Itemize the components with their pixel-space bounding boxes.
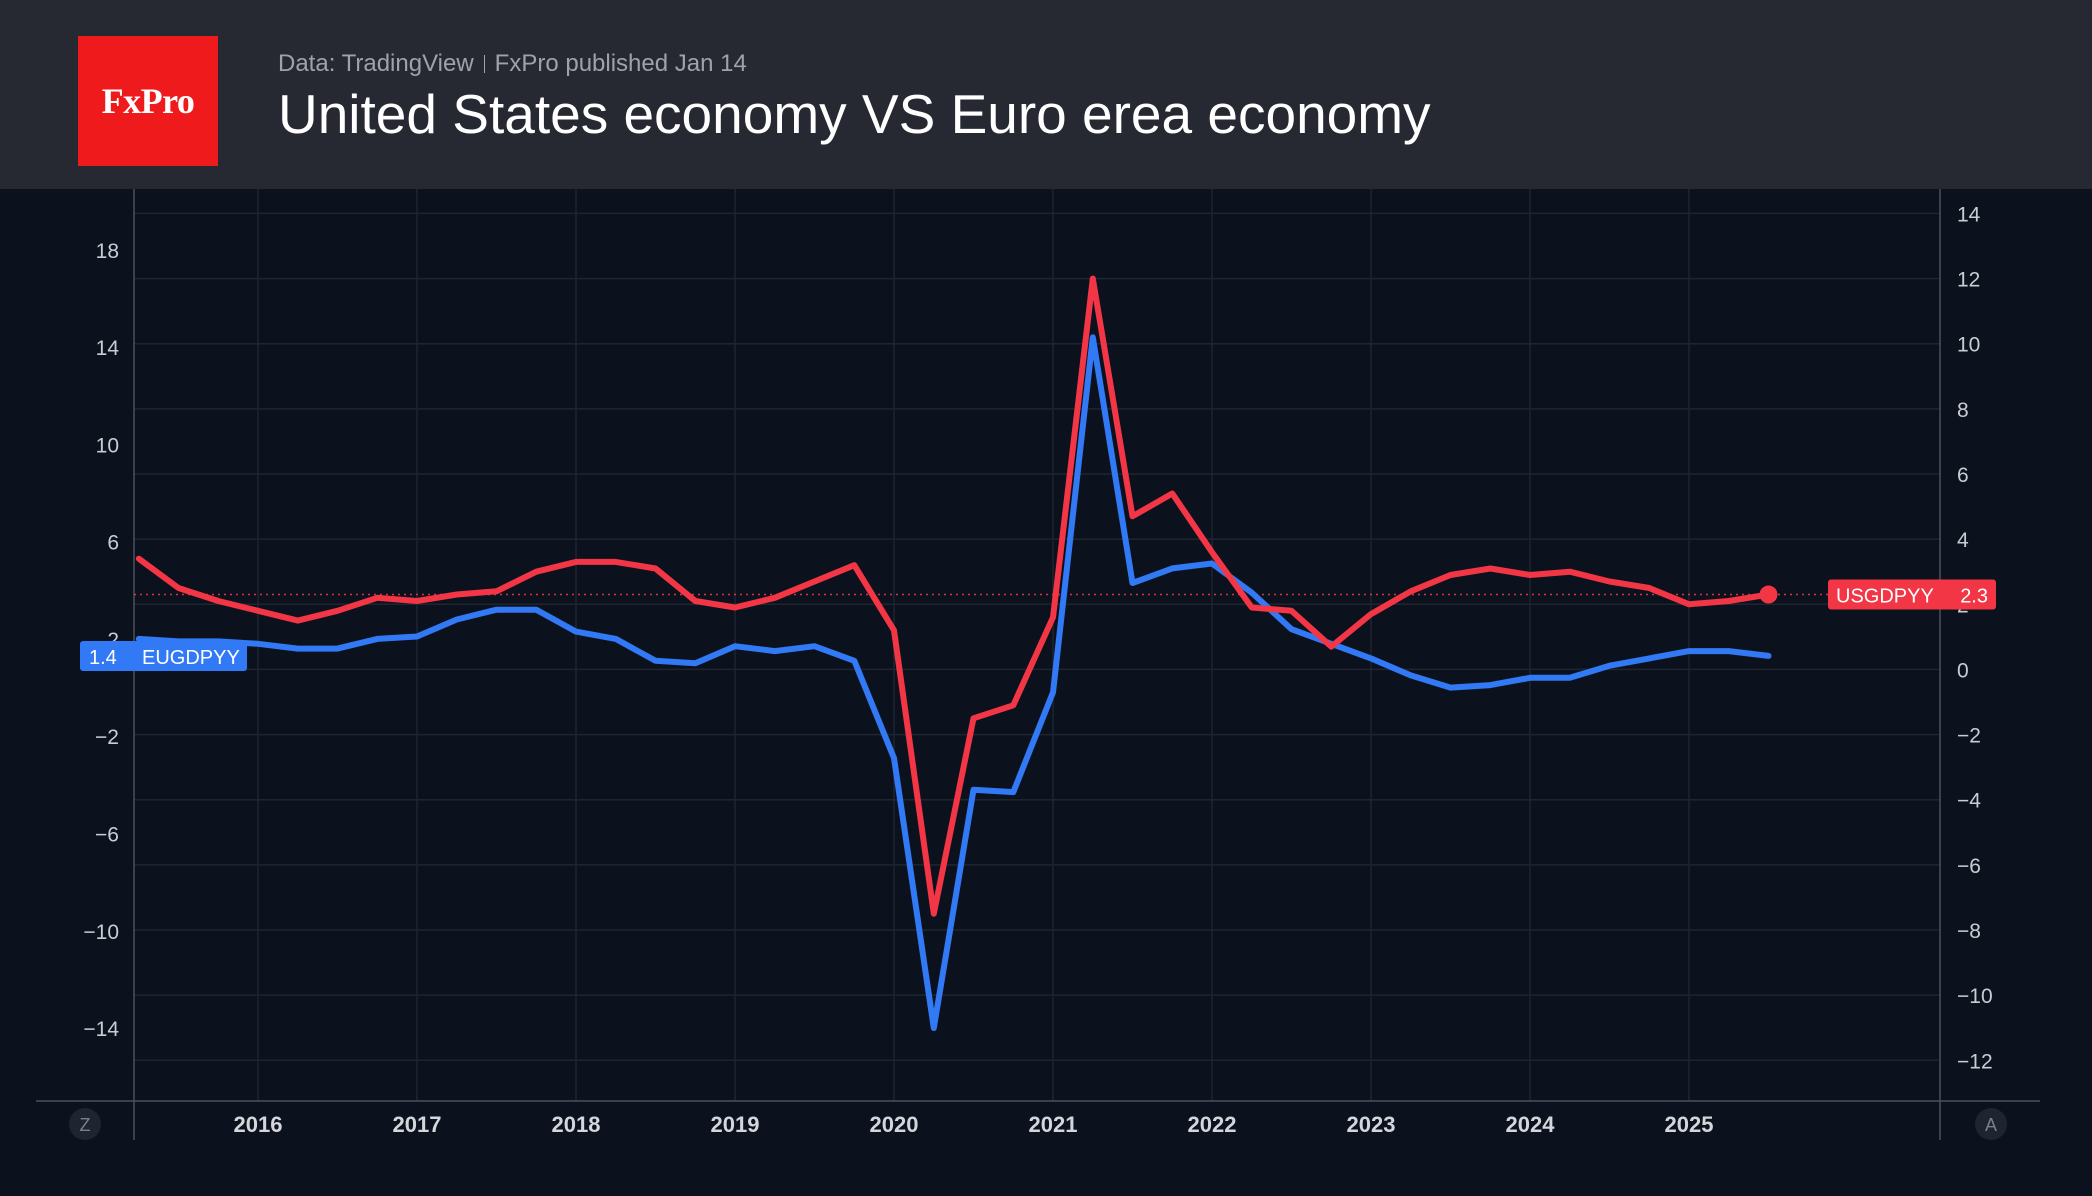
auto-scale-left-button[interactable] — [69, 1108, 101, 1140]
right-axis-tick-label: 14 — [1957, 203, 1981, 226]
left-axis-tick-label: −6 — [95, 823, 119, 846]
right-axis-tick-label: −10 — [1957, 985, 1993, 1008]
left-axis-tick-label: 18 — [96, 240, 119, 263]
auto-scale-left-label[interactable]: Z — [80, 1115, 91, 1135]
x-axis-tick-label: 2025 — [1665, 1112, 1714, 1137]
left-axis-tick-label: −10 — [83, 921, 119, 944]
auto-scale-right-label[interactable]: A — [1985, 1115, 1997, 1135]
data-source: Data: TradingView — [278, 50, 474, 77]
us-series-label-value: 2.3 — [1960, 586, 1988, 608]
right-axis-tick-label: 4 — [1957, 529, 1969, 552]
right-axis-tick-label: −6 — [1957, 855, 1981, 878]
left-axis-tick-label: 14 — [96, 337, 120, 360]
left-axis-tick-label: 6 — [107, 532, 119, 555]
fxpro-logo: FxPro — [78, 36, 218, 166]
left-axis-tick-label: −14 — [83, 1018, 119, 1041]
chart-meta: Data: TradingView FxPro published Jan 14 — [278, 50, 747, 78]
eu-series-label-name: EUGDPYY — [142, 647, 240, 669]
x-axis-tick-label: 2021 — [1029, 1112, 1078, 1137]
x-axis-tick-label: 2018 — [552, 1112, 601, 1137]
x-axis-tick-label: 2022 — [1188, 1112, 1237, 1137]
x-axis-tick-label: 2024 — [1506, 1112, 1556, 1137]
right-axis-tick-label: 6 — [1957, 464, 1969, 487]
left-axis-tick-label: 10 — [96, 434, 119, 457]
right-axis-tick-label: 10 — [1957, 334, 1980, 357]
x-axis-tick-label: 2019 — [711, 1112, 760, 1137]
published-date: FxPro published Jan 14 — [494, 50, 747, 77]
eu-series-label-value: 1.4 — [89, 647, 117, 669]
right-axis-tick-label: 12 — [1957, 269, 1980, 292]
auto-scale-right-button[interactable] — [1975, 1108, 2007, 1140]
eu-gdp-series-line — [135, 334, 1772, 1031]
us-series-label-name: USGDPYY — [1836, 586, 1934, 608]
us-last-point-marker — [1759, 585, 1778, 604]
header-bar: FxPro Data: TradingView FxPro published … — [0, 0, 2092, 189]
us-series-label-box — [1828, 579, 1996, 610]
right-axis-tick-label: 8 — [1957, 399, 1969, 422]
logo-text: FxPro — [101, 81, 195, 121]
x-axis-tick-label: 2017 — [393, 1112, 442, 1137]
chart-title: United States economy VS Euro erea econo… — [278, 83, 1431, 145]
x-axis-tick-label: 2023 — [1347, 1112, 1396, 1137]
us-gdp-series-line — [135, 275, 1772, 917]
right-axis-tick-label: 0 — [1957, 659, 1969, 682]
x-axis-tick-label: 2016 — [234, 1112, 283, 1137]
x-axis-tick-label: 2020 — [870, 1112, 919, 1137]
right-axis-tick-label: −8 — [1957, 920, 1981, 943]
right-axis-tick-label: −12 — [1957, 1050, 1993, 1073]
eu-series-label-box — [80, 640, 247, 671]
right-axis-tick-label: −4 — [1957, 790, 1981, 813]
meta-separator — [483, 55, 485, 73]
left-axis-tick-label: −2 — [95, 726, 119, 749]
right-axis-tick-label: −2 — [1957, 725, 1981, 748]
left-axis-tick-label: 2 — [107, 629, 119, 652]
